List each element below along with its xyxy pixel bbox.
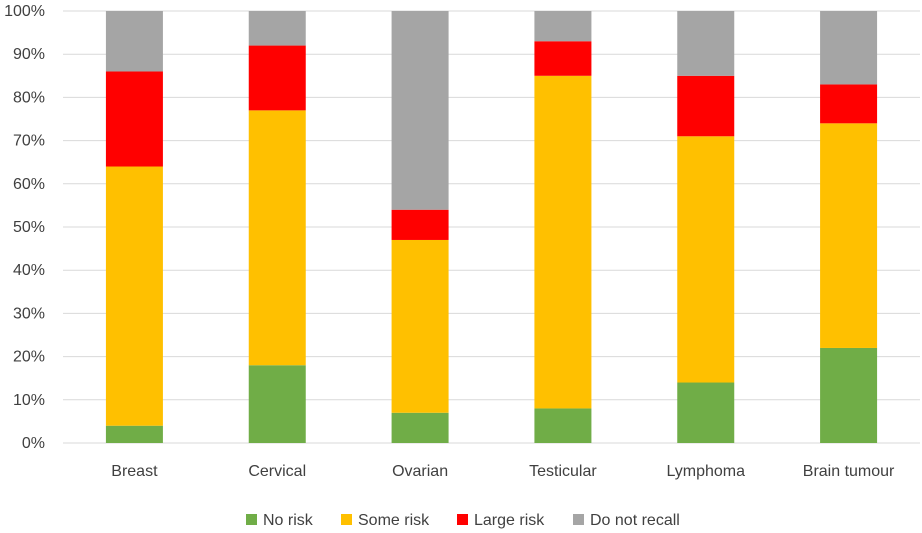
bar-segment-some-risk	[677, 136, 735, 383]
legend-swatch	[457, 514, 468, 525]
bar-segment-no-risk	[677, 382, 735, 443]
x-tick-label: Brain tumour	[803, 463, 895, 480]
bar-segment-large-risk	[105, 71, 163, 167]
bar-segment-large-risk	[391, 209, 449, 240]
y-tick-label: 100%	[4, 3, 45, 20]
y-tick-label: 80%	[13, 89, 45, 106]
legend: No risk Some risk Large risk Do not recall	[246, 512, 680, 529]
legend-label: Some risk	[358, 512, 430, 529]
bar-segment-some-risk	[820, 123, 878, 348]
bar-segment-no-risk	[105, 425, 163, 443]
x-tick-label: Testicular	[529, 463, 597, 480]
y-tick-label: 40%	[13, 262, 45, 279]
bar-segment-no-risk	[820, 347, 878, 443]
y-tick-label: 50%	[13, 219, 45, 236]
y-tick-label: 60%	[13, 176, 45, 193]
x-tick-label: Breast	[111, 463, 158, 480]
bar-segment-some-risk	[248, 110, 306, 366]
gridlines	[63, 10, 920, 444]
legend-label: Do not recall	[590, 512, 680, 529]
x-tick-label: Lymphoma	[666, 463, 745, 480]
y-tick-label: 30%	[13, 305, 45, 322]
bar-segment-large-risk	[820, 84, 878, 124]
x-tick-label: Cervical	[248, 463, 306, 480]
y-tick-label: 0%	[22, 435, 45, 452]
bar-segment-large-risk	[677, 75, 735, 137]
y-axis-tick-labels: 0% 10% 20% 30% 40% 50% 60% 70% 80% 90% 100%	[4, 3, 45, 452]
bar-segment-no-risk	[248, 365, 306, 443]
x-axis-tick-labels: Breast Cervical Ovarian Testicular Lymphoma B…	[111, 463, 895, 480]
bar-segment-do-not-recall	[534, 11, 592, 42]
bar-segment-no-risk	[534, 408, 592, 443]
bar-segment-do-not-recall	[677, 11, 735, 76]
bar-segment-no-risk	[391, 412, 449, 443]
legend-swatch	[573, 514, 584, 525]
y-tick-label: 90%	[13, 46, 45, 63]
legend-swatch	[341, 514, 352, 525]
bar-segment-large-risk	[534, 41, 592, 76]
bar-segment-do-not-recall	[391, 11, 449, 210]
bar-segment-some-risk	[534, 75, 592, 409]
legend-swatch	[246, 514, 257, 525]
bar-segment-large-risk	[248, 45, 306, 111]
legend-label: No risk	[263, 512, 314, 529]
bar-segment-do-not-recall	[820, 11, 878, 85]
y-tick-label: 10%	[13, 392, 45, 409]
bar-segment-do-not-recall	[248, 11, 306, 46]
legend-label: Large risk	[474, 512, 545, 529]
y-tick-label: 70%	[13, 133, 45, 150]
bar-segment-some-risk	[105, 166, 163, 426]
y-tick-label: 20%	[13, 349, 45, 366]
bar-segment-some-risk	[391, 239, 449, 413]
bar-segment-do-not-recall	[105, 11, 163, 72]
x-tick-label: Ovarian	[392, 463, 448, 480]
bars	[105, 11, 878, 443]
